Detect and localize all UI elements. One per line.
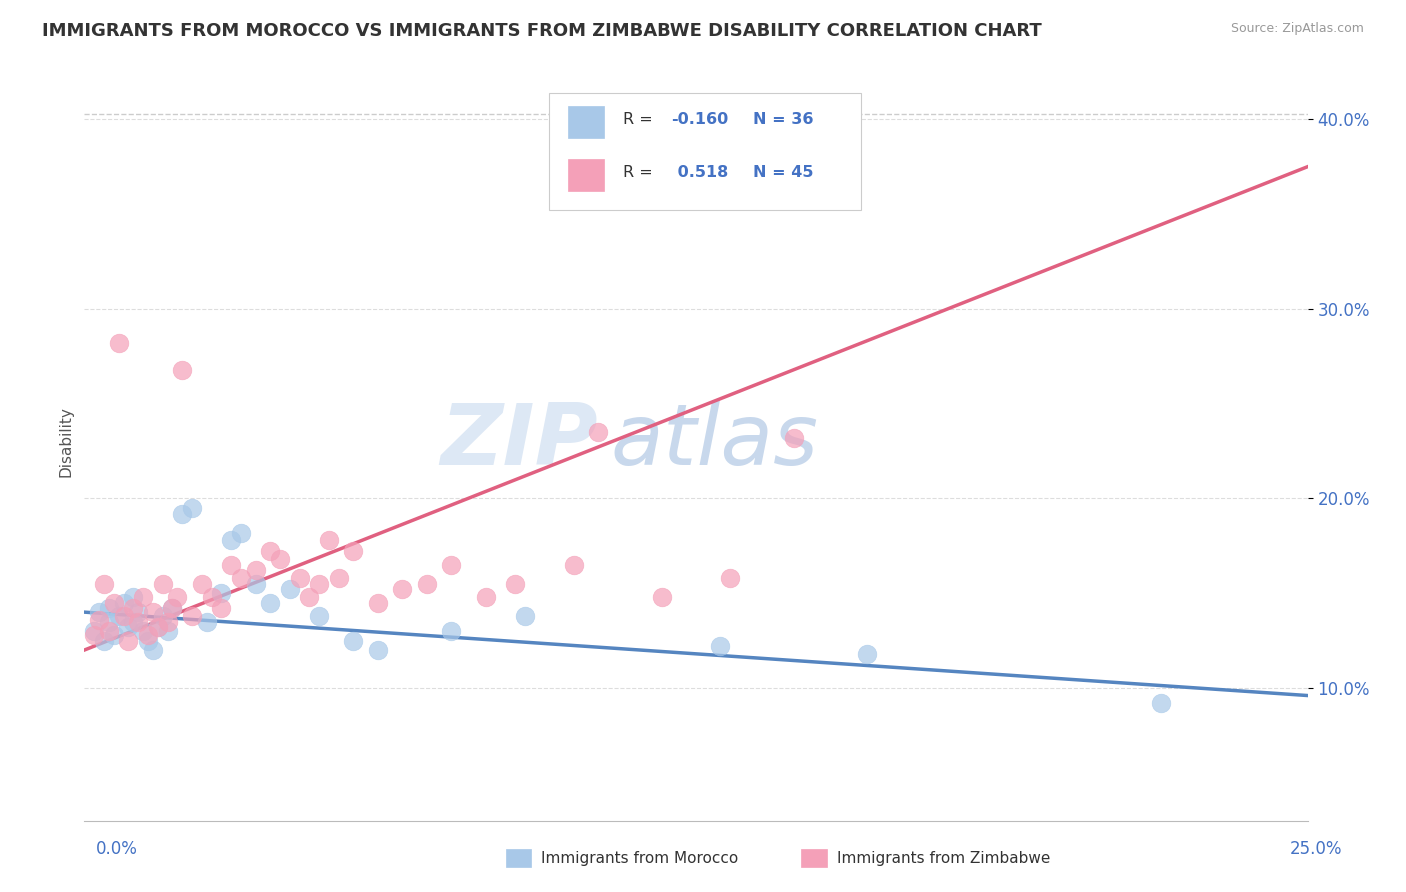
Point — [229, 571, 252, 585]
FancyBboxPatch shape — [568, 106, 605, 138]
Point — [87, 605, 110, 619]
Point — [1150, 696, 1173, 710]
Point — [127, 615, 149, 629]
Point — [440, 624, 463, 639]
Point — [87, 613, 110, 627]
Point — [97, 624, 120, 639]
Point — [97, 601, 120, 615]
Point — [103, 596, 125, 610]
Point — [513, 609, 536, 624]
Point — [162, 601, 184, 615]
Text: N = 36: N = 36 — [754, 112, 814, 127]
Point — [112, 596, 135, 610]
Point — [83, 628, 105, 642]
Point — [181, 500, 204, 515]
Point — [245, 564, 267, 578]
Point — [856, 647, 879, 661]
Point — [562, 558, 585, 572]
Text: R =: R = — [623, 112, 658, 127]
Text: N = 45: N = 45 — [754, 165, 814, 180]
Point — [107, 609, 129, 624]
Point — [107, 336, 129, 351]
Point — [718, 571, 741, 585]
Point — [136, 628, 159, 642]
Point — [229, 525, 252, 540]
Point — [103, 628, 125, 642]
Point — [152, 609, 174, 624]
Point — [181, 609, 204, 624]
Point — [195, 615, 218, 629]
Point — [117, 633, 139, 648]
Point — [209, 586, 232, 600]
Point — [342, 544, 364, 558]
Point — [219, 533, 242, 548]
Text: 0.518: 0.518 — [672, 165, 728, 180]
Point — [122, 615, 145, 629]
FancyBboxPatch shape — [568, 160, 605, 191]
Point — [146, 620, 169, 634]
Point — [259, 544, 281, 558]
Point — [342, 633, 364, 648]
Point — [298, 590, 321, 604]
Point — [278, 582, 301, 597]
Point — [219, 558, 242, 572]
Point — [391, 582, 413, 597]
Point — [586, 425, 609, 439]
Point — [416, 576, 439, 591]
Point — [318, 533, 340, 548]
Point — [440, 558, 463, 572]
Text: ZIP: ZIP — [440, 400, 598, 483]
Point — [142, 643, 165, 657]
Point — [162, 601, 184, 615]
Text: -0.160: -0.160 — [672, 112, 728, 127]
Point — [474, 590, 496, 604]
Point — [209, 601, 232, 615]
Text: IMMIGRANTS FROM MOROCCO VS IMMIGRANTS FROM ZIMBABWE DISABILITY CORRELATION CHART: IMMIGRANTS FROM MOROCCO VS IMMIGRANTS FR… — [42, 22, 1042, 40]
Point — [83, 624, 105, 639]
Text: atlas: atlas — [610, 400, 818, 483]
Point — [132, 590, 155, 604]
Point — [709, 639, 731, 653]
Point — [503, 576, 526, 591]
Point — [146, 620, 169, 634]
Point — [112, 609, 135, 624]
Text: R =: R = — [623, 165, 658, 180]
Point — [122, 601, 145, 615]
Point — [308, 576, 330, 591]
Point — [367, 643, 389, 657]
Text: Immigrants from Zimbabwe: Immigrants from Zimbabwe — [837, 851, 1050, 865]
Point — [783, 431, 806, 445]
Point — [127, 605, 149, 619]
Point — [200, 590, 222, 604]
Point — [152, 576, 174, 591]
Point — [156, 624, 179, 639]
Point — [308, 609, 330, 624]
Point — [97, 615, 120, 629]
Text: 0.0%: 0.0% — [96, 840, 138, 858]
Point — [288, 571, 311, 585]
Point — [651, 590, 673, 604]
Point — [132, 624, 155, 639]
Point — [328, 571, 350, 585]
Point — [93, 633, 115, 648]
Text: 25.0%: 25.0% — [1291, 840, 1343, 858]
Point — [93, 576, 115, 591]
FancyBboxPatch shape — [550, 93, 860, 211]
Point — [172, 362, 194, 376]
Y-axis label: Disability: Disability — [58, 406, 73, 477]
Point — [166, 590, 188, 604]
Point — [367, 596, 389, 610]
Text: Immigrants from Morocco: Immigrants from Morocco — [541, 851, 738, 865]
Point — [245, 576, 267, 591]
Point — [191, 576, 214, 591]
Point — [156, 615, 179, 629]
Point — [269, 552, 291, 566]
Point — [172, 507, 194, 521]
Point — [117, 620, 139, 634]
Text: Source: ZipAtlas.com: Source: ZipAtlas.com — [1230, 22, 1364, 36]
Point — [122, 590, 145, 604]
Point — [142, 605, 165, 619]
Point — [259, 596, 281, 610]
Point — [136, 633, 159, 648]
